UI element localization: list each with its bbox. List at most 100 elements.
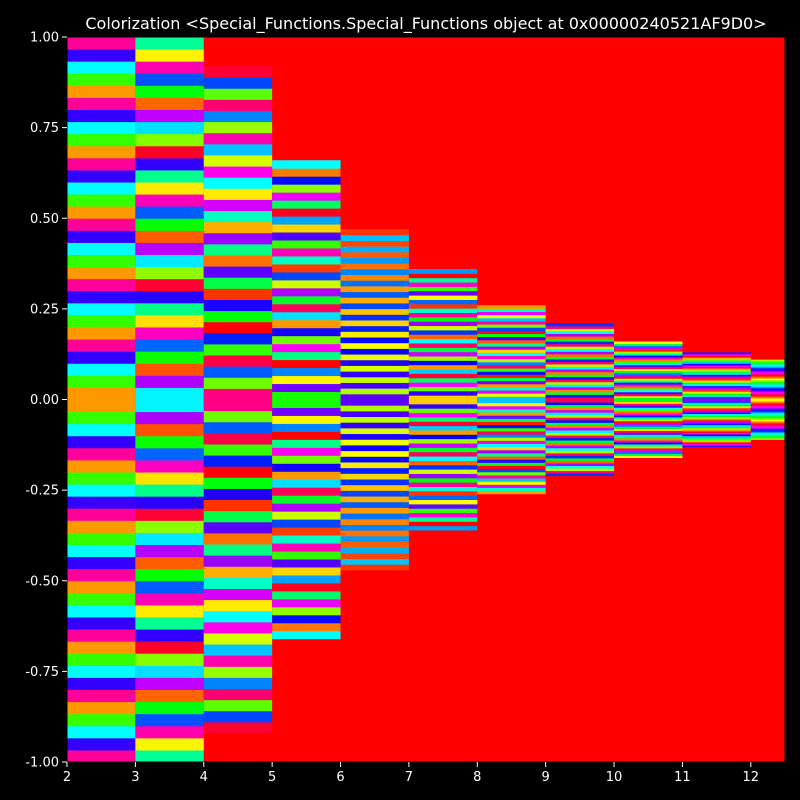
heatmap-cell (67, 278, 136, 292)
heatmap-cell (408, 290, 478, 296)
heatmap-cell (750, 428, 785, 431)
heatmap-cell (203, 621, 273, 634)
heatmap-cell (750, 419, 785, 422)
heatmap-cell (272, 574, 341, 584)
heatmap-cell (408, 447, 478, 453)
heatmap-cell (614, 349, 683, 352)
heatmap-cell (477, 393, 546, 397)
x-tick-label: 11 (674, 770, 691, 785)
heatmap-cell (67, 194, 136, 207)
heatmap-cell (135, 665, 204, 678)
heatmap-cell (340, 501, 409, 508)
heatmap-cell (67, 617, 136, 630)
heatmap-cell (67, 532, 136, 545)
heatmap-cell (682, 424, 751, 427)
heatmap-cell (614, 374, 683, 377)
heatmap-cell (477, 330, 546, 335)
heatmap-cell (67, 604, 136, 618)
heatmap-cell (67, 109, 136, 123)
heatmap-cell (682, 423, 751, 426)
heatmap-cell (272, 255, 341, 265)
heatmap-cell (203, 177, 273, 189)
heatmap-cell (272, 431, 341, 440)
heatmap-cell (203, 555, 273, 567)
heatmap-cell (272, 479, 341, 488)
heatmap-cell (272, 232, 341, 241)
heatmap-cell (750, 378, 785, 381)
heatmap-cell (340, 467, 409, 474)
heatmap-cell (477, 462, 546, 466)
heatmap-cell (408, 512, 478, 518)
x-tick-label: 2 (63, 770, 71, 785)
heatmap-cell (477, 408, 546, 413)
heatmap-cell (203, 299, 273, 312)
heatmap-cell (614, 416, 683, 420)
heatmap-cell (135, 568, 204, 582)
heatmap-cell (135, 604, 204, 618)
heatmap-cell (203, 521, 273, 534)
heatmap-cell (682, 361, 751, 364)
heatmap-cell (682, 388, 751, 391)
heatmap-cell (477, 320, 546, 325)
heatmap-cell (614, 449, 683, 453)
heatmap-cell (135, 713, 204, 727)
heatmap-cell (272, 630, 341, 640)
heatmap-cell (408, 473, 478, 479)
heatmap-cell (545, 427, 615, 431)
heatmap-cell (135, 37, 204, 50)
heatmap-cell (682, 413, 751, 416)
heatmap-segment (614, 341, 683, 458)
heatmap-cell (750, 435, 785, 438)
heatmap-cell (682, 375, 751, 379)
heatmap-cell (408, 495, 478, 501)
heatmap-cell (614, 366, 683, 370)
heatmap-cell (272, 535, 341, 544)
heatmap-cell (750, 368, 785, 371)
heatmap-cell (135, 592, 204, 606)
heatmap-cell (135, 169, 204, 183)
heatmap-cell (545, 333, 615, 337)
heatmap-cell (477, 396, 546, 400)
heatmap-cell (67, 230, 136, 243)
heatmap-cell (614, 440, 683, 443)
heatmap-cell (682, 357, 751, 360)
heatmap-cell (135, 423, 204, 437)
heatmap-cell (67, 568, 136, 582)
heatmap-cell (272, 279, 341, 289)
heatmap-cell (340, 342, 409, 349)
heatmap-cell (682, 415, 751, 418)
heatmap-cell (682, 372, 751, 375)
heatmap-cell (203, 132, 273, 145)
heatmap-cell (750, 426, 785, 428)
heatmap-cell (477, 452, 546, 457)
heatmap-cell (67, 544, 136, 558)
heatmap-cell (750, 436, 785, 439)
heatmap-cell (340, 280, 409, 287)
heatmap-cell (682, 360, 751, 363)
heatmap-cell (477, 311, 546, 316)
heatmap-cell (545, 407, 615, 411)
heatmap-cell (545, 450, 615, 454)
heatmap-cell (272, 247, 341, 257)
heatmap-cell (545, 361, 615, 365)
heatmap-cell (340, 427, 409, 435)
heatmap-cell (340, 388, 409, 395)
heatmap-cell (614, 362, 683, 366)
heatmap-cell (67, 399, 136, 413)
heatmap-cell (682, 366, 751, 369)
heatmap-cell (477, 424, 546, 429)
heatmap-cell (477, 468, 546, 473)
heatmap-cell (135, 641, 204, 654)
heatmap-cell (614, 426, 683, 429)
heatmap-cell (203, 488, 273, 501)
heatmap-cell (682, 445, 751, 448)
heatmap-cell (203, 221, 273, 234)
heatmap-cell (340, 518, 409, 525)
heatmap-cell (682, 390, 751, 393)
heatmap-cell (203, 466, 273, 478)
heatmap-cell (340, 416, 409, 423)
heatmap-cell (203, 388, 273, 400)
heatmap-cell (682, 408, 751, 411)
heatmap-cell (750, 432, 785, 435)
